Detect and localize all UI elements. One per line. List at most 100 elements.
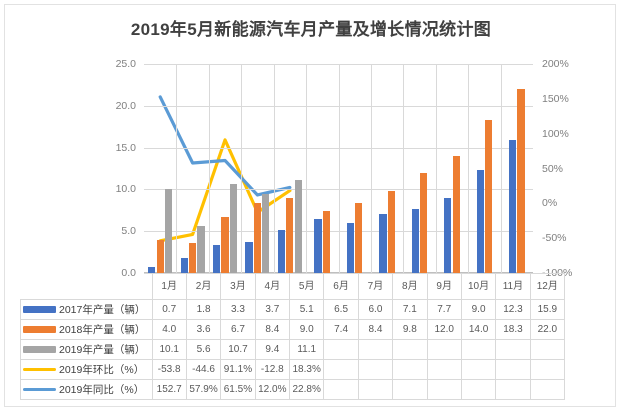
- bar-2018-5月: [286, 197, 294, 273]
- table-cell-8月: [392, 339, 428, 360]
- table-row: 2019年环比（%） -53.8 -44.6 91.1% -12.8 18.3%: [20, 359, 566, 380]
- month-header-11月: 11月: [495, 273, 531, 300]
- table-row: 2019年产量（辆） 10.1 5.6 10.7 9.4 11.1: [20, 339, 566, 360]
- bar-2019-3月: [229, 183, 238, 273]
- table-cell-8月: 9.8: [392, 319, 428, 340]
- category-separator: [468, 64, 470, 273]
- table-row: 2018年产量（辆） 4.0 3.6 6.7 8.4 9.0 7.4 8.4 9.8 12.0 14…: [20, 319, 566, 340]
- legend-swatch-icon: [23, 368, 56, 371]
- legend-item: 2019年同比（%）: [20, 379, 153, 400]
- table-cell-1月: -53.8: [151, 359, 187, 380]
- table-cell-11月: [495, 379, 531, 400]
- table-cell-3月: 3.3: [220, 299, 256, 320]
- table-cell-7月: 6.0: [357, 299, 394, 320]
- category-separator: [435, 64, 437, 273]
- table-row: 2019年同比（%） 152.7 57.9% 61.5% 12.0% 22.8%: [20, 379, 566, 400]
- bar-2017-1月: [148, 267, 156, 273]
- bar-2017-6月: [314, 218, 322, 273]
- legend-item: 2017年产量（辆）: [20, 299, 153, 320]
- y-axis-right-tick: 50%: [542, 162, 564, 175]
- table-cell-4月: 9.4: [254, 339, 291, 360]
- legend-item: 2018年产量（辆）: [20, 319, 153, 340]
- category-separator: [338, 64, 340, 273]
- table-cell-1月: 4.0: [151, 319, 187, 340]
- table-cell-2月: 5.6: [185, 339, 222, 360]
- table-cell-9月: 12.0: [426, 319, 462, 340]
- bar-2017-4月: [245, 242, 253, 273]
- month-header-3月: 3月: [220, 273, 256, 300]
- table-cell-9月: [426, 359, 462, 380]
- legend-label: 2019年同比（%）: [59, 384, 145, 396]
- legend-label: 2018年产量（辆）: [59, 324, 146, 336]
- table-cell-6月: 7.4: [323, 319, 359, 340]
- bar-2019-1月: [165, 188, 173, 273]
- table-cell-9月: [426, 339, 462, 360]
- category-separator: [403, 64, 405, 273]
- bar-2019-5月: [294, 180, 302, 273]
- table-cell-5月: 22.8%: [288, 379, 325, 400]
- plot-area: 0.0 5.0 10.0 15.0 20.0 25.0 -100% -50% 0% 50% 100%…: [116, 58, 573, 279]
- bar-2018-2月: [189, 242, 197, 273]
- table-cell-3月: 10.7: [220, 339, 256, 360]
- bar-2018-6月: [322, 211, 331, 273]
- month-header-9月: 9月: [426, 273, 462, 300]
- bar-2017-11月: [476, 170, 484, 273]
- table-cell-12月: 15.9: [529, 299, 566, 320]
- category-separator: [306, 64, 308, 273]
- table-cell-5月: 11.1: [288, 339, 325, 360]
- month-header-12月: 12月: [529, 273, 566, 300]
- bar-2018-4月: [253, 202, 262, 273]
- bar-2018-10月: [452, 155, 460, 273]
- bar-2017-8月: [379, 213, 387, 273]
- bar-2017-7月: [346, 222, 355, 273]
- legend-swatch-icon: [23, 346, 56, 353]
- table-cell-2月: -44.6: [185, 359, 222, 380]
- table-cell-2月: 3.6: [185, 319, 222, 340]
- month-header-1月: 1月: [151, 273, 187, 300]
- table-cell-7月: [357, 379, 394, 400]
- bar-2017-3月: [213, 245, 221, 273]
- category-separator: [208, 64, 210, 273]
- month-header-6月: 6月: [323, 273, 359, 300]
- month-header-7月: 7月: [357, 273, 394, 300]
- legend-label: 2019年环比（%）: [59, 364, 145, 376]
- bar-2017-2月: [180, 257, 188, 273]
- table-cell-2月: 1.8: [185, 299, 222, 320]
- table-cell-8月: [392, 359, 428, 380]
- bar-2019-4月: [262, 194, 270, 273]
- table-cell-1月: 152.7: [151, 379, 187, 400]
- table-cell-3月: 6.7: [220, 319, 256, 340]
- legend-item: 2019年产量（辆）: [20, 339, 153, 360]
- y-axis-right-tick: 200%: [542, 58, 569, 70]
- table-cell-3月: 91.1%: [220, 359, 256, 380]
- category-separator: [176, 64, 178, 273]
- table-cell-7月: [357, 339, 394, 360]
- table-row: 2017年产量（辆） 0.7 1.8 3.3 3.7 5.1 6.5 6.0 7.1 7.7 9.0…: [20, 299, 566, 320]
- table-cell-2月: 57.9%: [185, 379, 222, 400]
- table-cell-5月: 18.3%: [288, 359, 325, 380]
- bar-2018-8月: [387, 191, 395, 273]
- bar-2018-12月: [517, 89, 525, 273]
- legend-label: 2017年产量（辆）: [59, 304, 146, 316]
- y-axis-right-tick: 150%: [542, 92, 569, 105]
- table-cell-12月: [529, 339, 566, 360]
- legend-item: 2019年环比（%）: [20, 359, 153, 380]
- bar-2018-3月: [221, 217, 229, 273]
- table-cell-6月: [323, 359, 359, 380]
- table-cell-8月: [392, 379, 428, 400]
- table-cell-5月: 9.0: [288, 319, 325, 340]
- table-cell-7月: 8.4: [357, 319, 394, 340]
- legend-swatch-icon: [23, 306, 56, 313]
- table-cell-12月: [529, 359, 566, 380]
- bar-2018-9月: [420, 172, 428, 273]
- y-axis-left-tick: 10.0: [115, 183, 136, 196]
- table-cell-12月: [529, 379, 566, 400]
- month-header-10月: 10月: [460, 273, 497, 300]
- table-cell-6月: [323, 379, 359, 400]
- bar-2018-7月: [355, 202, 363, 273]
- bar-2017-5月: [277, 230, 286, 273]
- table-corner-cell: [21, 274, 153, 300]
- table-cell-9月: [426, 379, 462, 400]
- table-cell-10月: [460, 339, 497, 360]
- table-cell-4月: 12.0%: [254, 379, 291, 400]
